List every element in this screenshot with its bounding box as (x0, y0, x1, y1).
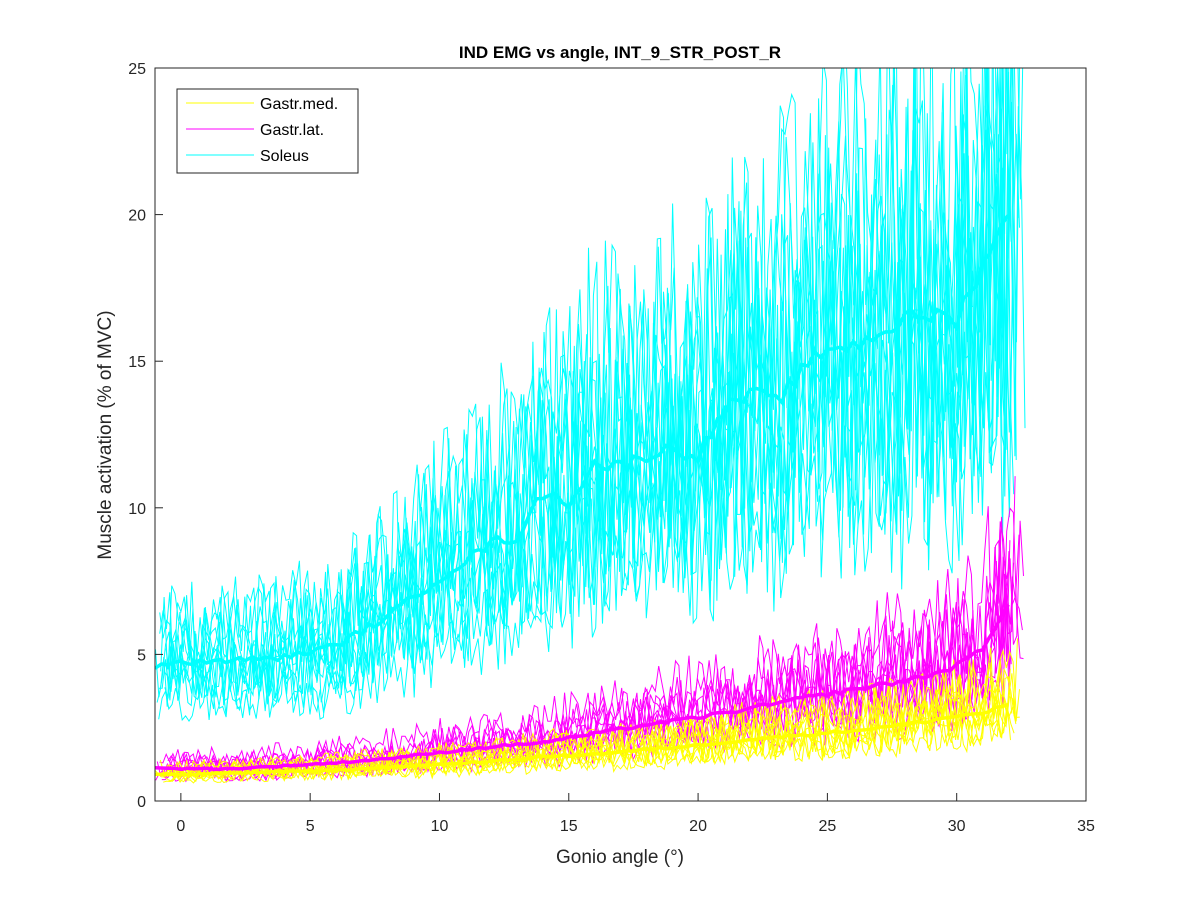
legend-entry: Gastr.med. (260, 96, 338, 113)
x-tick-label: 25 (818, 818, 836, 835)
mean-line (155, 213, 1010, 670)
y-tick-label: 25 (128, 61, 146, 78)
trial-line (156, 68, 1012, 707)
trial-line (167, 68, 1020, 673)
y-tick-label: 20 (128, 208, 146, 225)
data-layer (155, 68, 1026, 784)
x-tick-label: 5 (306, 818, 315, 835)
x-axis-ticks: 0 5 10 15 20 25 30 35 (176, 793, 1095, 835)
x-axis-label: Gonio angle (°) (556, 847, 684, 868)
legend-entry: Gastr.lat. (260, 122, 324, 139)
mean-line (155, 603, 1010, 772)
y-axis-ticks: 0 5 10 15 20 25 (128, 61, 163, 811)
mean-line (155, 702, 1009, 777)
legend-entry: Soleus (260, 148, 309, 165)
plot-area (154, 67, 1087, 802)
trial-line (160, 68, 1007, 680)
y-axis-label: Muscle activation (% of MVC) (95, 310, 116, 559)
chart-title: IND EMG vs angle, INT_9_STR_POST_R (459, 43, 781, 62)
x-tick-label: 35 (1077, 818, 1095, 835)
trial-line (159, 638, 1018, 775)
trial-line (159, 68, 1010, 680)
y-tick-label: 10 (128, 501, 146, 518)
x-tick-label: 10 (431, 818, 449, 835)
trial-line (163, 699, 1011, 784)
x-tick-label: 0 (176, 818, 185, 835)
x-tick-label: 20 (689, 818, 707, 835)
x-tick-label: 30 (948, 818, 966, 835)
axes-box (154, 67, 1087, 802)
x-tick-label: 15 (560, 818, 578, 835)
trial-line (158, 270, 1014, 723)
trial-line (163, 101, 1026, 712)
trial-line (166, 68, 1015, 710)
y-tick-label: 0 (137, 794, 146, 811)
trial-line (158, 133, 1020, 718)
y-tick-label: 5 (137, 647, 146, 664)
legend: Gastr.med. Gastr.lat. Soleus (176, 88, 359, 174)
y-tick-label: 15 (128, 354, 146, 371)
trial-line (155, 68, 1017, 699)
